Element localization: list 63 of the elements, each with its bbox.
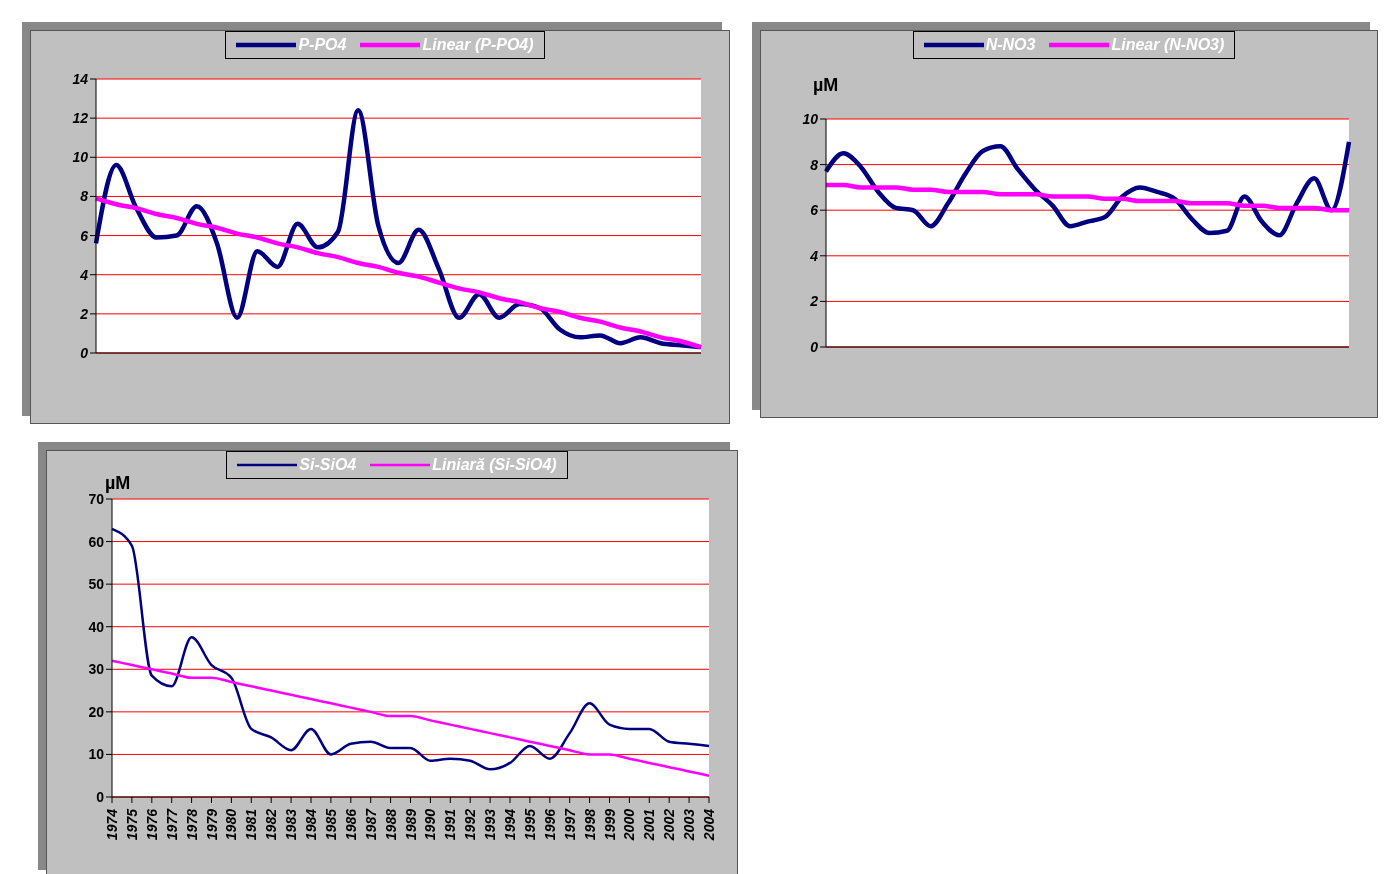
y-tick-label: 4 (79, 266, 89, 283)
legend-label: Si-SiO4 (299, 456, 357, 474)
x-tick-label: 1974 (104, 808, 120, 841)
x-tick-label: 1979 (203, 808, 220, 841)
y-axis-title: µM (813, 75, 839, 96)
x-tick-label: 1992 (462, 808, 479, 841)
y-tick-label: 40 (88, 618, 105, 635)
y-tick-label: 8 (80, 188, 89, 205)
x-tick-label: 1994 (502, 808, 518, 841)
x-tick-label: 1984 (303, 808, 319, 841)
x-tick-label: 1998 (581, 808, 598, 841)
x-tick-label: 1980 (223, 808, 240, 841)
legend-label: Linear (N-NO3) (1111, 36, 1225, 54)
y-tick-label: 6 (810, 202, 819, 219)
x-tick-label: 1986 (342, 808, 359, 841)
x-tick-label: 1983 (283, 808, 300, 841)
x-tick-label: 2002 (661, 808, 678, 842)
y-axis-title: µM (105, 473, 131, 494)
x-tick-label: 1999 (601, 808, 618, 841)
legend-label: P-PO4 (298, 36, 347, 54)
x-tick-label: 1985 (322, 808, 339, 841)
x-tick-label: 1977 (163, 807, 180, 841)
x-tick-label: 1981 (243, 808, 260, 841)
x-tick-label: 1988 (382, 808, 399, 841)
y-tick-label: 60 (88, 533, 105, 550)
x-tick-label: 1991 (442, 808, 459, 841)
y-tick-label: 8 (810, 156, 819, 173)
x-tick-label: 2004 (701, 808, 717, 842)
y-tick-label: 10 (802, 110, 819, 127)
y-tick-label: 2 (79, 305, 89, 322)
y-tick-label: 10 (72, 149, 89, 166)
x-tick-label: 1975 (123, 808, 140, 841)
y-tick-label: 4 (809, 247, 819, 264)
x-tick-label: 1995 (521, 808, 538, 841)
x-tick-label: 1993 (482, 808, 499, 841)
y-tick-label: 30 (88, 661, 105, 678)
y-tick-label: 6 (80, 227, 89, 244)
x-tick-label: 1989 (402, 808, 419, 841)
x-tick-label: 1987 (362, 807, 379, 841)
y-tick-label: 14 (72, 70, 89, 87)
line-series (110, 527, 711, 771)
y-tick-label: 2 (809, 293, 819, 310)
x-tick-label: 1996 (541, 808, 558, 841)
y-tick-label: 20 (88, 703, 105, 720)
legend-label: Linear (P-PO4) (422, 36, 534, 54)
x-tick-label: 1978 (183, 808, 200, 841)
y-tick-label: 12 (72, 110, 89, 127)
x-tick-label: 2001 (641, 808, 658, 842)
x-tick-label: 1976 (143, 808, 160, 841)
x-tick-label: 1997 (561, 807, 578, 841)
y-tick-label: 0 (80, 344, 89, 361)
y-tick-label: 0 (810, 338, 819, 355)
line-series (110, 659, 711, 777)
y-tick-label: 10 (88, 746, 105, 763)
x-tick-label: 1982 (263, 808, 280, 841)
legend-label: N-NO3 (985, 36, 1036, 54)
legend-label: Liniară (Si-SiO4) (432, 456, 557, 474)
y-tick-label: 50 (88, 576, 105, 593)
x-tick-label: 1990 (422, 808, 439, 841)
x-tick-label: 2000 (621, 808, 638, 842)
y-tick-label: 0 (96, 788, 105, 805)
y-tick-label: 70 (88, 490, 105, 507)
x-tick-label: 2003 (681, 808, 698, 842)
